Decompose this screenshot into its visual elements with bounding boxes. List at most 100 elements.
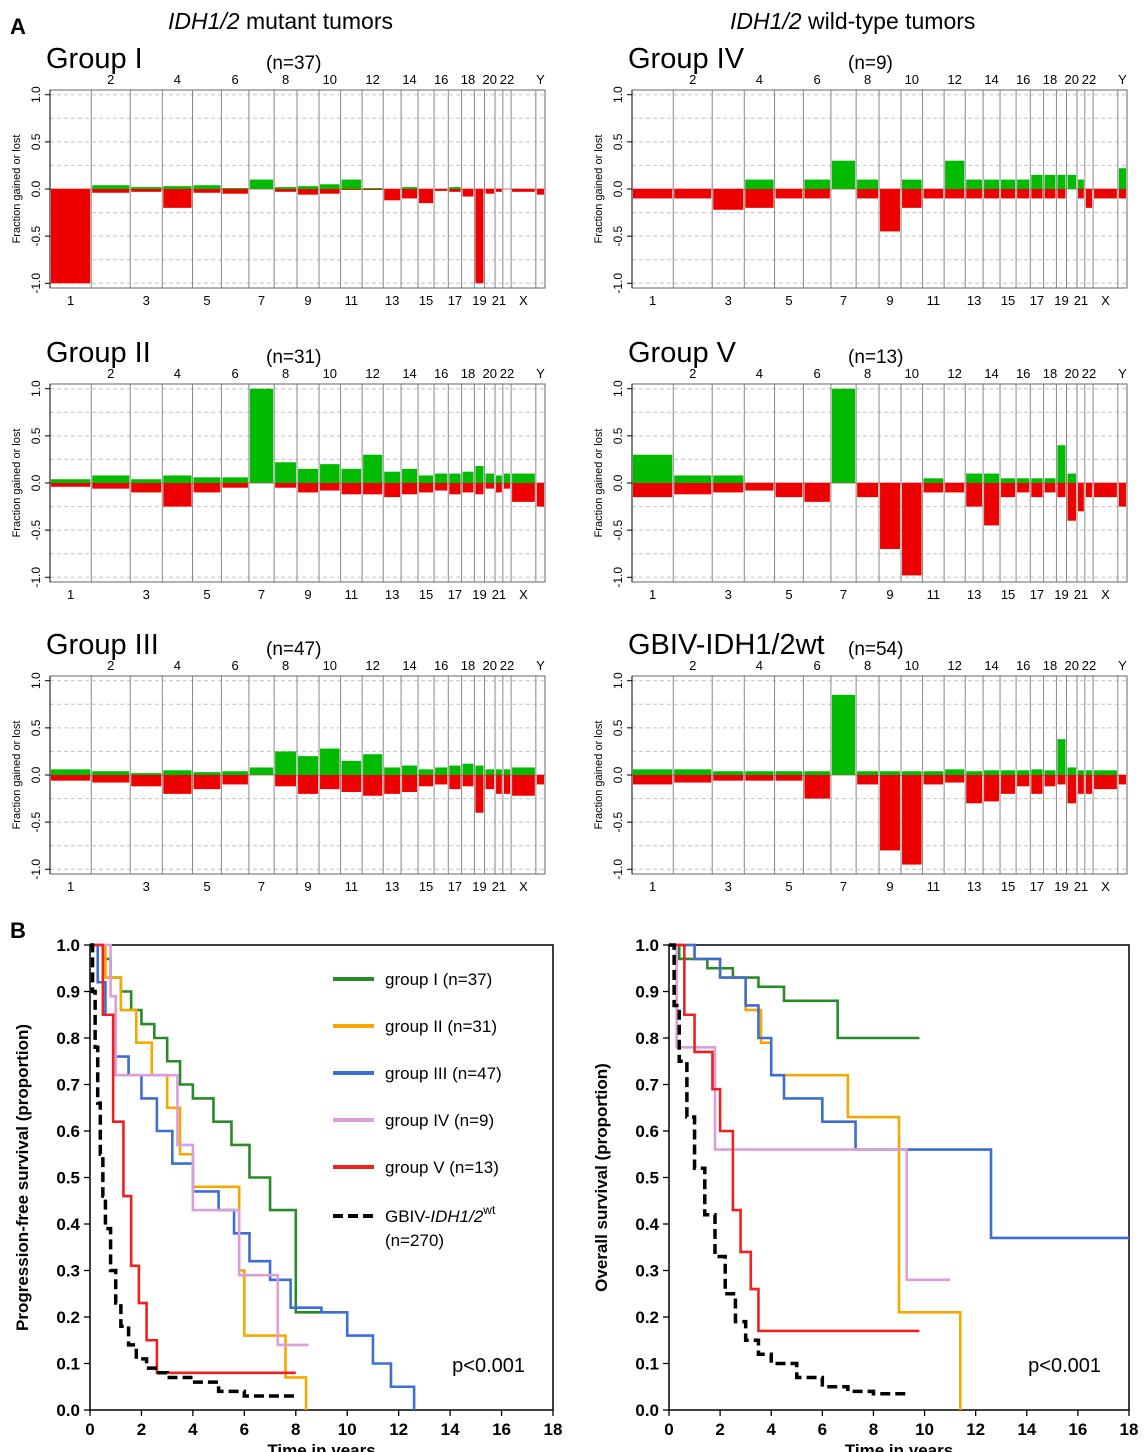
km-y-tick-label: 0.2 — [56, 1308, 80, 1327]
km-y-tick-label: 0.2 — [635, 1308, 659, 1327]
km-y-tick-label: 0.0 — [56, 1401, 80, 1420]
loss-bar-chr10 — [320, 775, 340, 790]
loss-bar-chr17 — [449, 483, 461, 495]
chrom-label-bottom: 9 — [304, 879, 311, 894]
km-y-tick-label: 0.8 — [56, 1029, 80, 1048]
km-x-tick-label: 10 — [338, 1420, 357, 1439]
legend: group I (n=37) group II (n=31) group III (… — [333, 970, 502, 1250]
chrom-label-top: 8 — [864, 72, 871, 87]
chrom-label-top: 6 — [232, 72, 239, 87]
loss-bar-chr21 — [1078, 189, 1084, 199]
y-axis-label: Fraction gained or lost — [593, 135, 605, 244]
gain-bar-chr19 — [475, 466, 484, 483]
chrom-label-bottom: 3 — [725, 879, 732, 894]
chrom-label-bottom: 9 — [304, 293, 311, 308]
loss-bar-chr20 — [1067, 483, 1077, 521]
loss-bar-chr6 — [804, 483, 830, 502]
km-x-tick-label: 10 — [915, 1420, 934, 1439]
gain-bar-chr10 — [320, 184, 340, 189]
y-tick-label: -0.5 — [611, 519, 625, 540]
km-curve-series-5 — [669, 943, 920, 1333]
loss-bar-chr22 — [1085, 189, 1093, 208]
chrom-label-bottom: 7 — [840, 587, 847, 602]
gain-bar-chr2 — [674, 769, 712, 775]
loss-bar-chr21 — [1078, 775, 1084, 794]
y-tick-label: 1.0 — [611, 86, 625, 103]
km-y-tick-label: 0.5 — [56, 1169, 80, 1188]
loss-bar-chr4 — [163, 189, 192, 208]
group-title: Group V — [628, 337, 737, 369]
loss-bar-chr9 — [298, 483, 319, 493]
loss-bar-chr8 — [275, 483, 297, 488]
loss-bar-chr22 — [503, 483, 511, 489]
km-x-axis-label: Time in years — [267, 1441, 375, 1452]
km-x-tick-label: 0 — [664, 1420, 673, 1439]
y-axis-label: Fraction gained or lost — [11, 429, 23, 538]
gain-bar-chr12 — [363, 754, 383, 775]
km-x-tick-label: 6 — [818, 1420, 827, 1439]
loss-bar-chr14 — [402, 775, 418, 792]
chrom-label-bottom: 11 — [927, 293, 941, 308]
loss-bar-chr13 — [966, 189, 983, 199]
group-title: GBIV-IDH1/2wt — [628, 629, 825, 661]
chrom-label-top: 12 — [947, 658, 961, 673]
chrom-label-top: 12 — [947, 366, 961, 381]
loss-bar-chr3 — [713, 483, 744, 493]
chrom-label-top: 12 — [947, 72, 961, 87]
gain-bar-chr16 — [435, 767, 448, 775]
chrom-label-bottom: 7 — [258, 587, 265, 602]
chrom-label-top: 18 — [461, 658, 475, 673]
km-plot-2: 0.0 0.1 0.2 0.3 0.4 0.5 0.6 0.7 0.8 0.9 1.0 0 2 4 6 8 10… — [592, 936, 1138, 1452]
loss-bar-chr19 — [1057, 189, 1066, 199]
loss-bar-chrX — [512, 189, 535, 192]
loss-bar-chr1 — [51, 483, 91, 487]
chrom-label-top: 10 — [323, 72, 337, 87]
loss-bar-chr16 — [1017, 775, 1030, 787]
chrom-label-bottom: 17 — [1030, 879, 1044, 894]
loss-bar-chr18 — [1044, 483, 1056, 493]
loss-bar-chrX — [1094, 775, 1117, 790]
loss-bar-chr10 — [902, 189, 922, 208]
loss-bar-chr5 — [775, 483, 803, 498]
loss-bar-chr18 — [1044, 775, 1056, 787]
loss-bar-chr17 — [1031, 483, 1043, 498]
gain-bar-chr15 — [419, 475, 434, 483]
loss-bar-chr6 — [804, 189, 830, 199]
km-y-tick-label: 0.9 — [56, 983, 80, 1002]
group-n: (n=9) — [848, 53, 893, 74]
loss-bar-chr11 — [341, 775, 362, 792]
y-tick-label: 0.5 — [29, 719, 43, 736]
gain-bar-chr12 — [945, 769, 965, 775]
chrom-label-bottom: 7 — [840, 879, 847, 894]
chrom-label-bottom: 19 — [1054, 587, 1068, 602]
km-y-tick-label: 0.7 — [635, 1076, 659, 1095]
gain-bar-chr18 — [1044, 770, 1056, 775]
gain-bar-chr10 — [320, 748, 340, 775]
group-n: (n=13) — [848, 347, 903, 368]
loss-bar-chr9 — [880, 775, 901, 851]
gain-bar-chr20 — [1067, 174, 1077, 189]
chrom-label-bottom: 3 — [143, 587, 150, 602]
group-n: (n=31) — [266, 347, 321, 368]
chrom-label-bottom: 5 — [785, 587, 792, 602]
chrom-label-bottom: 17 — [1030, 587, 1044, 602]
chrom-label-top: 18 — [1043, 72, 1057, 87]
chrom-label-top: Y — [1118, 72, 1127, 87]
loss-bar-chrY — [536, 775, 544, 785]
loss-bar-chr3 — [131, 189, 162, 192]
chrom-label-bottom: 5 — [203, 293, 210, 308]
gain-bar-chr4 — [745, 771, 774, 775]
gain-bar-chr3 — [131, 773, 162, 775]
survival-curves: 0.0 0.1 0.2 0.3 0.4 0.5 0.6 0.7 0.8 0.9 1.0 0 2 4 6 8 10… — [13, 936, 1138, 1452]
loss-bar-chr15 — [419, 483, 434, 493]
gain-bar-chr17 — [1031, 174, 1043, 189]
gain-bar-chr3 — [713, 771, 744, 775]
loss-bar-chr19 — [475, 775, 484, 813]
chrom-label-bottom: 19 — [472, 879, 486, 894]
km-plot-1: 0.0 0.1 0.2 0.3 0.4 0.5 0.6 0.7 0.8 0.9 1.0 0 2 4 6 8 10… — [13, 936, 562, 1452]
gain-bar-chrX — [512, 473, 535, 483]
chrom-label-bottom: X — [519, 587, 528, 602]
loss-bar-chrX — [1094, 189, 1117, 199]
y-tick-label: -1.0 — [29, 859, 43, 880]
loss-bar-chr17 — [449, 189, 461, 192]
